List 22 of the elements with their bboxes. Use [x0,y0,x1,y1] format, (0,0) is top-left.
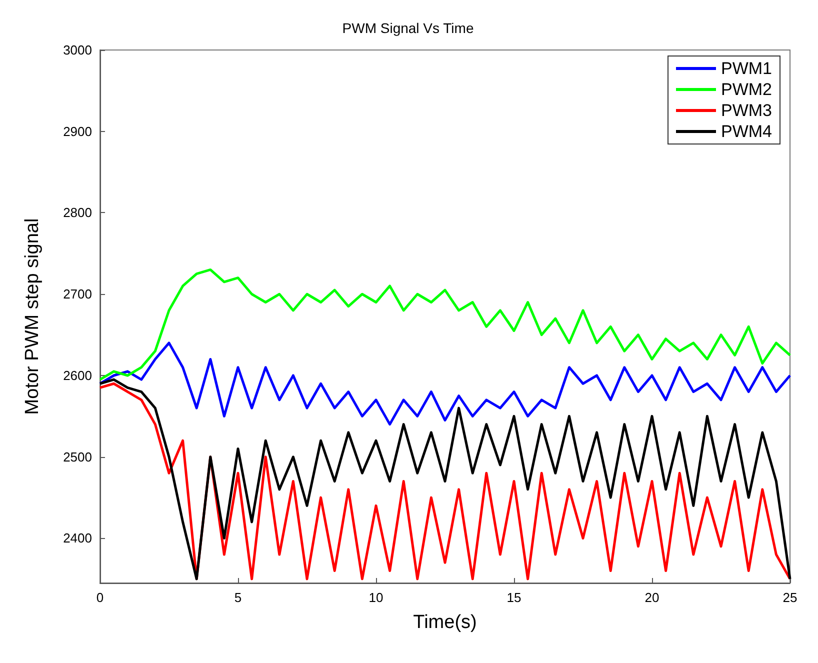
y-tick-label: 2900 [63,124,92,139]
y-tick-label: 2700 [63,286,92,302]
x-axis-title: Time(s) [413,612,477,633]
x-tick-label: 15 [506,590,522,605]
x-tick-label: 25 [782,590,798,605]
y-axis-title: Motor PWM step signal [22,218,43,415]
y-tick-label: 2600 [63,368,92,383]
legend-label: PWM2 [721,80,772,99]
x-tick-label: 5 [234,590,242,605]
chart-title: PWM Signal Vs Time [342,20,474,36]
line-series [98,268,792,381]
y-tick-label: 2500 [63,449,92,464]
legend-label: PWM3 [721,101,772,120]
y-tick-label: 2800 [63,205,92,220]
y-tick-label: 2400 [63,530,92,546]
line-series [98,342,792,426]
legend-label: PWM1 [721,59,772,78]
x-tick-label: 10 [368,590,384,605]
legend-label: PWM4 [721,122,772,141]
x-tick-label: 20 [644,590,660,605]
y-tick-label: 3000 [63,42,92,58]
x-tick-label: 0 [96,590,104,605]
